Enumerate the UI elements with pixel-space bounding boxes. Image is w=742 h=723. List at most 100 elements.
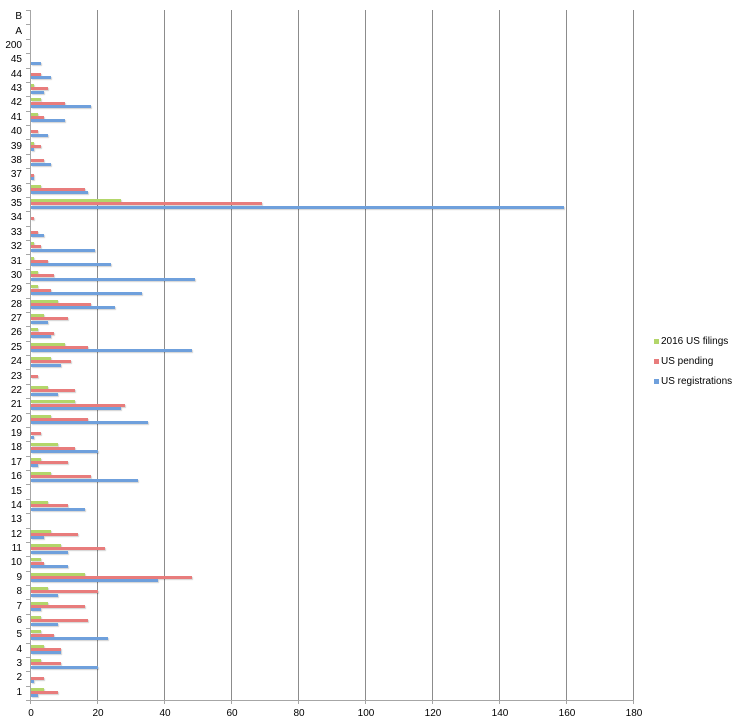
y-axis-category-label: 40 [10,126,22,137]
bar-us-registrations [31,450,98,453]
bar-us-registrations [31,508,85,511]
x-axis-tick-label: 180 [625,708,643,719]
bar-2016-us-filings [31,616,42,619]
y-axis-tick [26,671,30,672]
bar-2016-us-filings [31,242,35,245]
y-axis-category-label: 18 [10,442,22,453]
bar-us-pending [31,634,55,637]
gridline [499,10,500,700]
y-axis-tick [26,312,30,313]
bar-us-pending [31,648,62,651]
y-axis-tick [26,556,30,557]
bar-us-registrations [31,177,35,180]
bar-us-pending [31,418,88,421]
bar-2016-us-filings [31,98,42,101]
y-axis-tick [26,283,30,284]
bar-us-registrations [31,680,35,683]
y-axis-category-label: 36 [10,184,22,195]
bar-us-registrations [31,191,88,194]
bar-us-registrations [31,163,52,166]
bar-2016-us-filings [31,458,42,461]
bar-us-registrations [31,623,58,626]
y-axis-tick [26,628,30,629]
bar-us-registrations [31,249,95,252]
bar-us-pending [31,576,192,579]
y-axis-category-label: 17 [10,457,22,468]
legend-item-filings: 2016 US filings [654,336,742,356]
bar-us-registrations [31,62,42,65]
legend-item-registrations: US registrations [654,376,742,396]
bar-us-registrations [31,234,45,237]
x-axis-tick [365,700,366,704]
bar-us-pending [31,159,45,162]
y-axis-category-label: 26 [10,327,22,338]
bar-2016-us-filings [31,285,38,288]
x-axis-tick-label: 40 [159,708,171,719]
bar-2016-us-filings [31,688,45,691]
bar-us-pending [31,231,38,234]
x-axis-tick [164,700,165,704]
bar-us-pending [31,188,85,191]
bar-us-pending [31,447,75,450]
bar-us-registrations [31,263,112,266]
y-axis-tick [26,441,30,442]
bar-us-pending [31,202,263,205]
bar-us-registrations [31,292,142,295]
bar-2016-us-filings [31,501,48,504]
bar-us-pending [31,562,45,565]
x-axis-tick-label: 120 [424,708,442,719]
y-axis-category-label: 20 [10,414,22,425]
bar-us-pending [31,145,42,148]
gridline [164,10,165,700]
bar-us-pending [31,346,88,349]
bar-us-registrations [31,694,38,697]
legend-item-pending: US pending [654,356,742,376]
bar-us-pending [31,73,42,76]
y-axis-category-label: 12 [10,529,22,540]
bar-us-registrations [31,536,45,539]
gridline [432,10,433,700]
legend-swatch-filings [654,339,659,344]
bar-us-registrations [31,637,109,640]
y-axis-category-label: 24 [10,356,22,367]
y-axis-category-label: 9 [16,572,22,583]
bar-us-registrations [31,608,42,611]
y-axis-tick [26,82,30,83]
bar-us-pending [31,590,98,593]
bar-us-pending [31,375,38,378]
y-axis-category-label: 35 [10,198,22,209]
bar-us-pending [31,317,68,320]
y-axis-category-label: 27 [10,313,22,324]
x-axis-tick-label: 0 [28,708,34,719]
bar-us-pending [31,504,68,507]
x-axis-tick [499,700,500,704]
y-axis-tick [26,513,30,514]
gridline [365,10,366,700]
bar-us-pending [31,475,92,478]
bar-2016-us-filings [31,314,45,317]
bar-us-pending [31,404,125,407]
bar-us-pending [31,432,42,435]
bar-us-pending [31,677,45,680]
y-axis-category-label: 200 [5,40,22,51]
bar-2016-us-filings [31,343,65,346]
gridline [633,10,634,700]
bar-2016-us-filings [31,558,42,561]
y-axis-tick [26,197,30,198]
y-axis-tick [26,355,30,356]
y-axis-category-label: 42 [10,97,22,108]
y-axis-tick [26,53,30,54]
bar-us-pending [31,619,88,622]
bar-us-pending [31,87,48,90]
y-axis-category-label: 22 [10,385,22,396]
y-axis-tick [26,456,30,457]
bar-2016-us-filings [31,443,58,446]
bar-us-registrations [31,594,58,597]
bar-us-registrations [31,306,115,309]
y-axis-category-label: 16 [10,471,22,482]
bar-us-registrations [31,393,58,396]
y-axis-category-label: 33 [10,227,22,238]
y-axis-tick [26,484,30,485]
y-axis-category-label: 31 [10,256,22,267]
bar-us-registrations [31,364,62,367]
